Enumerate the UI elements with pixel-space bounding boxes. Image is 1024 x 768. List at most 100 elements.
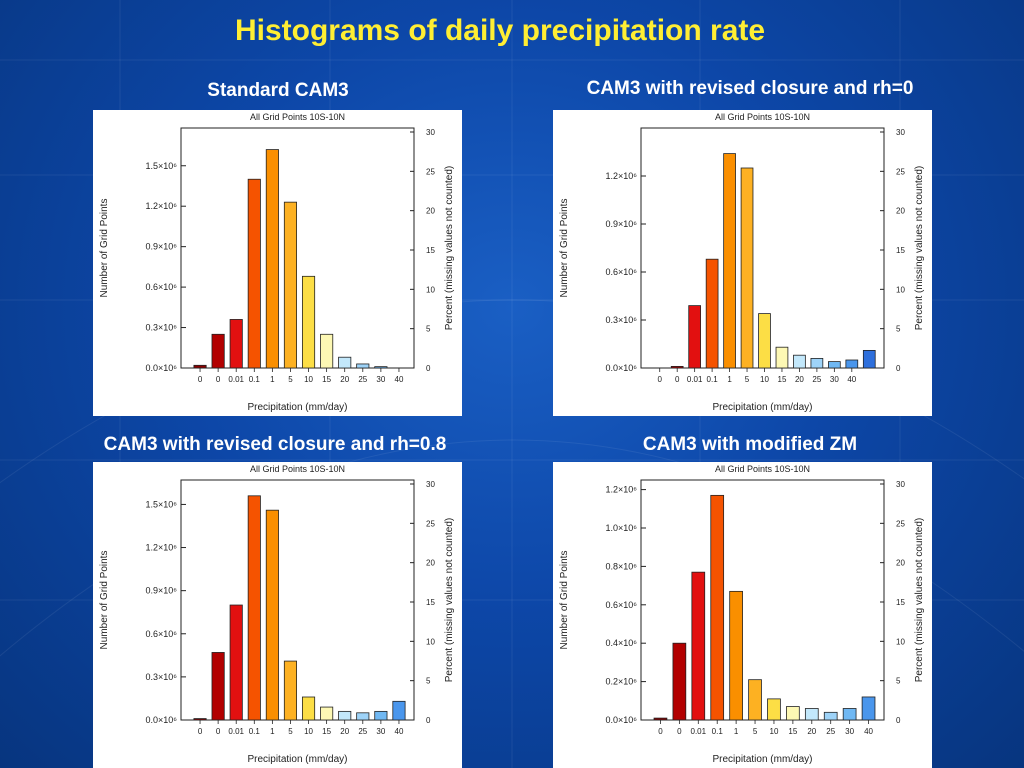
- histogram-bar: [691, 571, 706, 721]
- y-tick-label: 0.9×10⁶: [606, 219, 638, 229]
- x-tick-label: 0: [216, 375, 221, 384]
- histogram-bar: [758, 313, 771, 369]
- y2-tick-label: 5: [896, 325, 901, 334]
- histogram-bar: [247, 495, 261, 721]
- histogram-bar: [672, 642, 687, 721]
- histogram-bar: [356, 712, 370, 721]
- y-tick-label: 0.6×10⁶: [146, 282, 178, 292]
- x-tick-label: 0.01: [228, 727, 244, 736]
- y-tick-label: 0.3×10⁶: [606, 315, 638, 325]
- histogram-bar: [842, 708, 857, 721]
- x-tick-label: 0: [658, 375, 663, 384]
- histogram-bar: [229, 319, 243, 369]
- x-tick-label: 0.1: [712, 727, 724, 736]
- histogram-bar: [810, 357, 824, 369]
- y-tick-label: 0.2×10⁶: [606, 677, 638, 687]
- x-tick-label: 25: [812, 375, 821, 384]
- chart-panel-modified-zm: All Grid Points 10S-10N 0.0×10⁶ 0.2×10⁶ 0.4…: [553, 462, 932, 768]
- x-tick-label: 10: [760, 375, 769, 384]
- y-tick-label: 1.0×10⁶: [606, 523, 638, 533]
- x-tick-label: 25: [826, 727, 835, 736]
- y-axis-label: Number of Grid Points: [559, 551, 570, 650]
- y2-tick-label: 15: [426, 598, 435, 607]
- histogram-bar: [740, 167, 754, 369]
- x-tick-label: 40: [847, 375, 856, 384]
- histogram-bar: [356, 363, 370, 369]
- histogram-modified-zm: All Grid Points 10S-10N 0.0×10⁶ 0.2×10⁶ 0.4…: [559, 464, 925, 765]
- y2-tick-label: 5: [426, 325, 431, 334]
- y-tick-label: 0.3×10⁶: [146, 672, 178, 682]
- y-tick-label: 0.3×10⁶: [146, 323, 178, 333]
- x-tick-label: 0.01: [687, 375, 703, 384]
- x-tick-label: 0: [198, 727, 203, 736]
- x-axis-label: Precipitation (mm/day): [247, 754, 347, 765]
- x-tick-label: 20: [340, 375, 349, 384]
- y-axis-label: Number of Grid Points: [99, 199, 110, 298]
- histogram-bar: [653, 717, 668, 721]
- histogram-bar: [211, 652, 225, 721]
- y2-tick-label: 0: [896, 716, 901, 725]
- x-tick-label: 0: [198, 375, 203, 384]
- y-tick-label: 0.0×10⁶: [606, 715, 638, 725]
- x-tick-label: 30: [830, 375, 839, 384]
- y2-axis-label: Percent (missing values not counted): [914, 166, 925, 331]
- histogram-bar: [845, 359, 859, 369]
- y2-tick-label: 25: [426, 167, 435, 176]
- histogram-bar: [301, 696, 316, 721]
- histogram-bar: [670, 365, 684, 369]
- y2-axis-label: Percent (missing values not counted): [914, 518, 925, 683]
- y2-tick-label: 25: [896, 167, 905, 176]
- histogram-bar: [723, 153, 736, 369]
- y2-tick-label: 5: [896, 677, 901, 686]
- histogram-standard: All Grid Points 10S-10N 0.0×10⁶ 0.3×10⁶ 0.6…: [99, 112, 455, 413]
- histogram-bar: [338, 710, 352, 721]
- histogram-bar: [265, 149, 279, 369]
- chart-title: All Grid Points 10S-10N: [715, 112, 810, 122]
- x-axis-label: Precipitation (mm/day): [712, 754, 812, 765]
- y2-tick-label: 30: [896, 128, 905, 137]
- x-tick-label: 10: [770, 727, 779, 736]
- histogram-bar: [862, 349, 876, 369]
- panel-title-rh08: CAM3 with revised closure and rh=0.8: [103, 434, 447, 455]
- histogram-bar: [374, 366, 388, 369]
- panel-title-standard: Standard CAM3: [207, 80, 349, 101]
- panel-title-modified-zm: CAM3 with modified ZM: [642, 434, 858, 455]
- y-tick-label: 0.9×10⁶: [146, 242, 178, 252]
- y-tick-label: 0.6×10⁶: [606, 267, 638, 277]
- y2-tick-label: 20: [426, 207, 435, 216]
- chart-title: All Grid Points 10S-10N: [250, 464, 345, 474]
- x-tick-label: 1: [727, 375, 732, 384]
- y2-tick-label: 10: [426, 285, 435, 294]
- y2-tick-label: 0: [426, 364, 431, 373]
- histogram-bar: [338, 356, 352, 369]
- x-tick-label: 15: [322, 375, 331, 384]
- plot-frame: [180, 479, 415, 721]
- x-tick-label: 30: [376, 727, 385, 736]
- chart-title: All Grid Points 10S-10N: [715, 464, 810, 474]
- histogram-bar: [265, 509, 279, 721]
- y-tick-label: 0.0×10⁶: [146, 715, 178, 725]
- y2-tick-label: 0: [896, 364, 901, 373]
- histogram-bar: [786, 706, 800, 721]
- y2-axis-label: Percent (missing values not counted): [444, 518, 455, 683]
- y2-tick-label: 30: [896, 480, 905, 489]
- histogram-bar: [804, 708, 819, 721]
- histogram-bar: [688, 305, 701, 369]
- x-tick-label: 30: [376, 375, 385, 384]
- y2-tick-label: 15: [426, 246, 435, 255]
- x-tick-label: 40: [395, 727, 404, 736]
- x-tick-label: 0.01: [228, 375, 244, 384]
- page-title: Histograms of daily precipitation rate: [234, 14, 766, 47]
- x-tick-label: 10: [304, 727, 313, 736]
- x-tick-label: 15: [322, 727, 331, 736]
- histogram-bar: [374, 710, 388, 721]
- y2-tick-label: 25: [426, 519, 435, 528]
- histogram-bar: [211, 333, 225, 369]
- y-tick-label: 0.0×10⁶: [606, 363, 638, 373]
- histogram-bar: [283, 201, 298, 369]
- chart-panel-rh0: All Grid Points 10S-10N 0.0×10⁶ 0.3×10⁶ 0.6…: [553, 110, 932, 416]
- y2-tick-label: 25: [896, 519, 905, 528]
- histogram-bar: [247, 178, 261, 369]
- x-tick-label: 15: [778, 375, 787, 384]
- y2-tick-label: 30: [426, 480, 435, 489]
